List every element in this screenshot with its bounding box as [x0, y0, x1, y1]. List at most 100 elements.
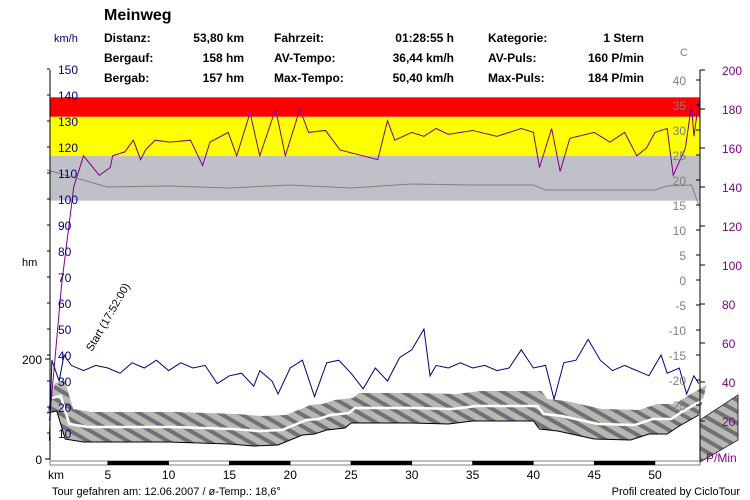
temperature-tick-label: -10 — [669, 324, 687, 338]
speed-tick-label: 150 — [58, 63, 78, 77]
elevation-ribbon — [47, 381, 707, 446]
footer-right: Profil created by CicloTour — [612, 486, 741, 498]
speed-line — [48, 327, 700, 441]
temperature-tick-label: 40 — [673, 74, 687, 88]
stats-table: Distanz: 53,80 km Fahrzeit: 01:28:55 h Kateg… — [104, 31, 644, 85]
speed-tick-label: 90 — [58, 219, 72, 233]
stat-label: Kategorie: — [488, 31, 547, 45]
pulse-tick-label: 60 — [722, 337, 736, 351]
elevation-line — [46, 410, 700, 447]
stat-value: 50,40 km/h — [393, 71, 454, 85]
pulse-tick-label: 100 — [722, 259, 742, 273]
temperature-line — [46, 169, 700, 206]
speed-tick-label: 10 — [58, 427, 72, 441]
km-scale-segment — [593, 460, 656, 466]
start-annotation: Start (17:52:00) — [84, 281, 133, 353]
stat-value: 158 hm — [203, 51, 244, 65]
elevation-unit: hm — [22, 257, 37, 269]
temperature-tick-label: 5 — [679, 249, 686, 263]
x-tick-label: 15 — [223, 468, 237, 482]
stat-value: 01:28:55 h — [395, 31, 454, 45]
pulse-tick-label: 200 — [722, 64, 742, 78]
elevation-profile — [46, 381, 739, 463]
speed-tick-label: 60 — [58, 297, 72, 311]
chart-title: Meinweg — [104, 7, 172, 24]
stat-label: Fahrzeit: — [274, 31, 324, 45]
pulse-line — [48, 101, 700, 422]
x-tick-label: 35 — [466, 468, 480, 482]
speed-tick-label: 80 — [58, 245, 72, 259]
pulse-zone-0 — [50, 97, 700, 117]
temperature-tick-label: 30 — [673, 124, 687, 138]
x-tick-label: 25 — [344, 468, 358, 482]
footer-left: Tour gefahren am: 12.06.2007 / ø-Temp.: … — [52, 486, 281, 498]
km-scale-segment — [411, 460, 473, 466]
pulse-tick-label: 120 — [722, 220, 742, 234]
axes: km/h150140130120110100908070605040302010… — [22, 33, 742, 482]
x-tick-label: 5 — [104, 468, 111, 482]
stat-label: AV-Puls: — [488, 51, 536, 65]
stat-value: 53,80 km — [193, 31, 244, 45]
stat-label: Bergauf: — [104, 51, 153, 65]
km-scale-segment — [107, 460, 169, 466]
stat-value: 1 Stern — [603, 31, 644, 45]
x-tick-label: 20 — [284, 468, 298, 482]
km-scale-segment — [168, 460, 230, 466]
km-scale-segment — [49, 460, 109, 466]
pulse-tick-label: 80 — [722, 298, 736, 312]
stat-label: AV-Tempo: — [274, 51, 336, 65]
pulse-tick-label: 140 — [722, 181, 742, 195]
elevation-tick-label: 200 — [22, 353, 42, 367]
stat-value: 36,44 km/h — [393, 51, 454, 65]
temperature-tick-label: -20 — [669, 374, 687, 388]
pulse-tick-label: 20 — [722, 415, 736, 429]
temperature-tick-label: 10 — [673, 224, 687, 238]
pulse-unit: P/Min — [706, 451, 737, 465]
series-lines — [46, 101, 700, 441]
stat-value: 157 hm — [203, 71, 244, 85]
pulse-tick-label: 180 — [722, 103, 742, 117]
temperature-tick-label: 15 — [673, 199, 687, 213]
stat-value: 184 P/min — [588, 71, 644, 85]
speed-tick-label: 50 — [58, 323, 72, 337]
km-scale-segment — [229, 460, 291, 466]
temperature-tick-label: 25 — [673, 149, 687, 163]
speed-tick-label: 120 — [58, 141, 78, 155]
km-scale-segment — [289, 460, 352, 466]
km-scale-segment — [472, 460, 534, 466]
stat-value: 160 P/min — [588, 51, 644, 65]
temperature-tick-label: -15 — [669, 349, 687, 363]
speed-tick-label: 100 — [58, 193, 78, 207]
x-tick-label: 10 — [162, 468, 176, 482]
elevation-centerline — [50, 394, 704, 433]
temperature-tick-label: -25 — [669, 399, 687, 413]
speed-tick-label: 70 — [58, 271, 72, 285]
pulse-zone-2 — [50, 155, 700, 201]
speed-tick-label: 130 — [58, 115, 78, 129]
km-scale-segment — [654, 460, 701, 466]
km-scale-segment — [350, 460, 413, 466]
stat-label: Max-Tempo: — [274, 71, 344, 85]
speed-tick-label: 40 — [58, 349, 72, 363]
x-tick-label: 45 — [588, 468, 602, 482]
temperature-tick-label: 0 — [679, 274, 686, 288]
stat-label: Max-Puls: — [488, 71, 545, 85]
temperature-tick-label: 35 — [673, 99, 687, 113]
x-tick-label: 50 — [648, 468, 662, 482]
x-axis-label: km — [48, 468, 64, 482]
elevation-tick-label: 0 — [35, 453, 42, 467]
pulse-zone-1 — [50, 116, 700, 156]
km-scale-segment — [533, 460, 595, 466]
x-tick-label: 30 — [405, 468, 419, 482]
temperature-tick-label: 20 — [673, 174, 687, 188]
speed-unit: km/h — [54, 33, 78, 45]
speed-tick-label: 140 — [58, 89, 78, 103]
x-tick-label: 40 — [527, 468, 541, 482]
stat-label: Bergab: — [104, 71, 149, 85]
pulse-tick-label: 40 — [722, 376, 736, 390]
temperature-tick-label: -5 — [675, 299, 686, 313]
pulse-tick-label: 160 — [722, 142, 742, 156]
speed-tick-label: 20 — [58, 401, 72, 415]
speed-tick-label: 110 — [58, 167, 77, 181]
